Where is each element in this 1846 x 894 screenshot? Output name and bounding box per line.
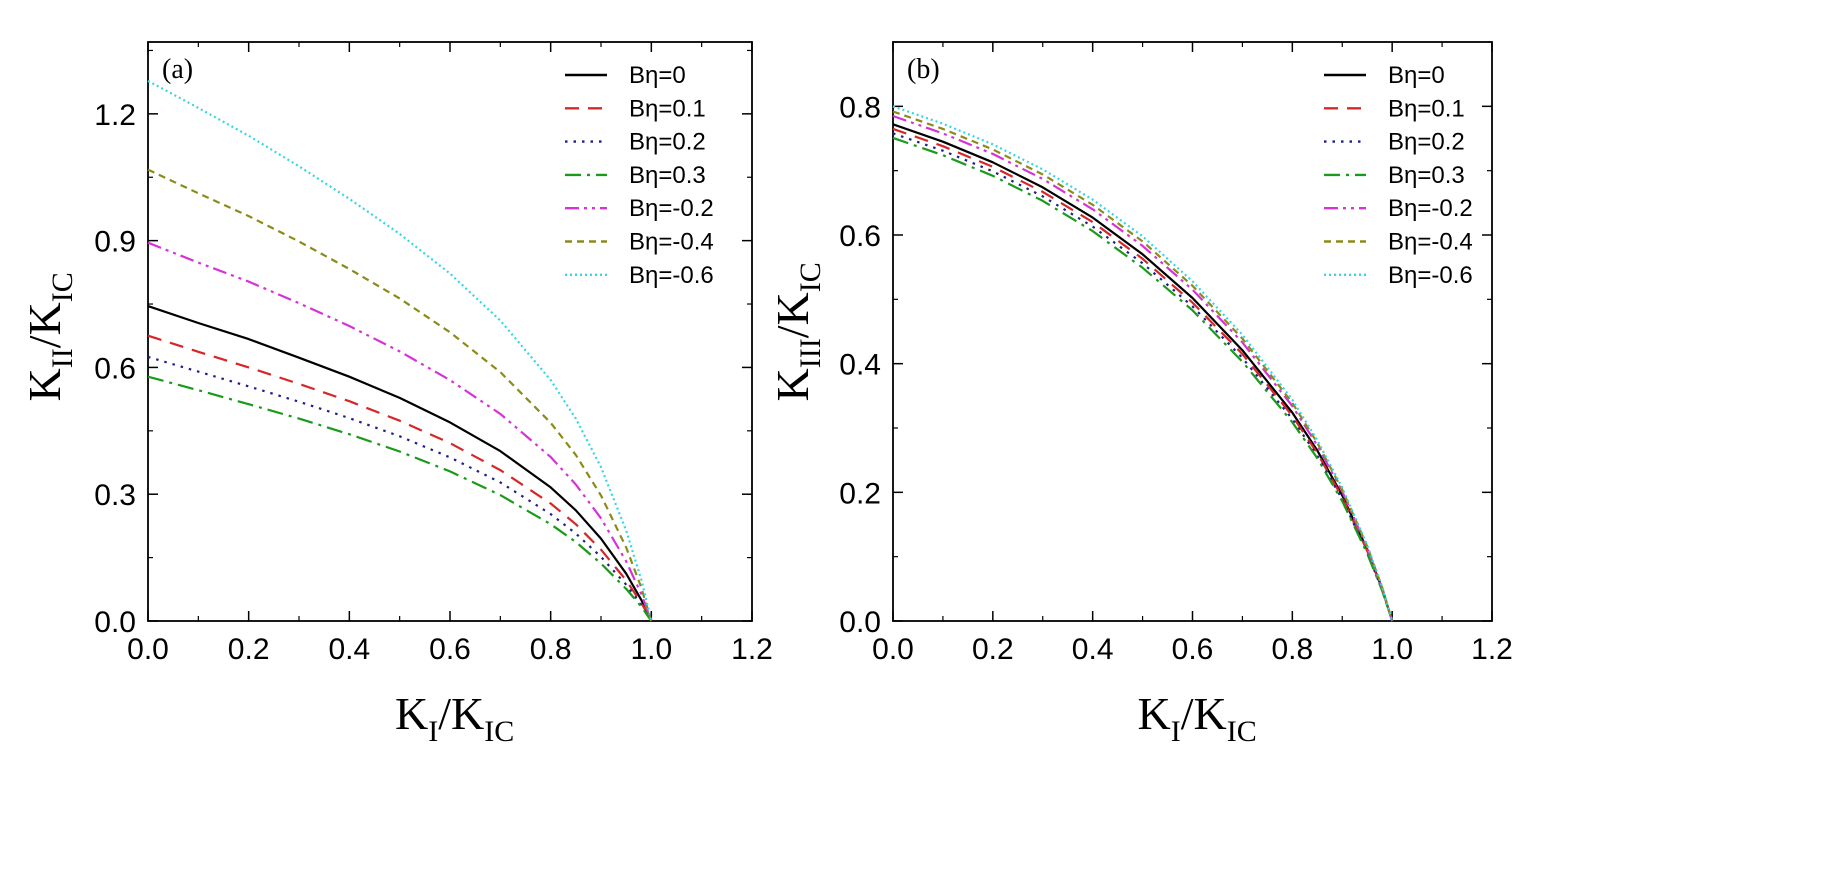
- y-tick-label: 0.8: [839, 91, 881, 124]
- series-line: [147, 305, 653, 622]
- y-axis-label-main: K: [19, 368, 70, 401]
- series-line: [147, 241, 653, 622]
- series-line: [147, 355, 653, 622]
- legend-label: Bη=0: [629, 62, 686, 89]
- y-axis-label-sub: III: [794, 338, 827, 368]
- x-tick-label: 0.0: [127, 633, 169, 666]
- x-tick-label: 0.8: [530, 633, 572, 666]
- x-axis-label-sep: /K: [1181, 688, 1227, 739]
- x-tick-label: 1.0: [1371, 633, 1413, 666]
- y-axis-label-sub2: IC: [794, 262, 827, 292]
- legend-label: Bη=0.1: [1388, 95, 1465, 122]
- x-tick-label: 0.4: [328, 633, 370, 666]
- y-tick-label: 0.2: [839, 477, 881, 510]
- y-axis-label-sep: /K: [19, 302, 70, 348]
- y-axis-label-main: K: [767, 368, 818, 401]
- x-axis-label-sub: I: [1171, 715, 1181, 748]
- y-tick-label: 0.3: [94, 479, 136, 512]
- x-tick-label: 1.2: [731, 633, 773, 666]
- series-line: [892, 123, 1394, 622]
- series-line: [892, 114, 1394, 622]
- series-line: [892, 127, 1394, 622]
- x-tick-label: 1.0: [630, 633, 672, 666]
- legend-label: Bη=-0.2: [629, 195, 714, 222]
- y-tick-label: 0.6: [94, 352, 136, 385]
- x-tick-label: 0.8: [1271, 633, 1313, 666]
- legend-label: Bη=-0.6: [1388, 262, 1473, 289]
- legend-label: Bη=-0.2: [1388, 195, 1473, 222]
- legend-label: Bη=0.3: [629, 162, 706, 189]
- series-line: [892, 110, 1394, 622]
- panel-a: 0.0 0.2 0.4 0.6 0.8 1.0 1.2 0.0 0.3 0.6 0.9 1.2 Bη=0…: [19, 41, 773, 748]
- x-tick-label: 1.2: [1471, 633, 1513, 666]
- x-axis-label: KI/KIC: [1138, 688, 1257, 748]
- x-axis-label: KI/KIC: [395, 688, 514, 748]
- x-tick-label: 0.4: [1072, 633, 1114, 666]
- legend-label: Bη=0.2: [1388, 129, 1465, 156]
- legend-label: Bη=0.3: [1388, 162, 1465, 189]
- legend-label: Bη=-0.6: [629, 262, 714, 289]
- y-axis-label-sub2: IC: [46, 272, 79, 302]
- panel-label: (a): [162, 54, 193, 85]
- series-line: [147, 375, 653, 622]
- x-axis-label-main: K: [395, 688, 428, 739]
- y-axis-label: KIII/KIC: [767, 262, 827, 401]
- x-axis-label-sub: I: [428, 715, 438, 748]
- y-axis-label-sep: /K: [767, 292, 818, 338]
- panel-label: (b): [907, 54, 940, 85]
- x-tick-label: 0.6: [429, 633, 471, 666]
- series-line: [892, 136, 1394, 622]
- y-tick-label: 0.0: [839, 606, 881, 639]
- y-tick-label: 1.2: [94, 99, 136, 132]
- y-axis-label: KII/KIC: [19, 272, 79, 401]
- x-axis-label-sub2: IC: [484, 715, 514, 748]
- x-tick-label: 0.0: [872, 633, 914, 666]
- legend-label: Bη=-0.4: [1388, 229, 1473, 256]
- x-axis-label-sep: /K: [438, 688, 484, 739]
- legend-label: Bη=0.2: [629, 129, 706, 156]
- legend-label: Bη=0: [1388, 62, 1445, 89]
- x-axis-label-sub2: IC: [1227, 715, 1257, 748]
- legend-label: Bη=-0.4: [629, 229, 714, 256]
- panel-b: 0.0 0.2 0.4 0.6 0.8 1.0 1.2 0.0 0.2 0.4 0.6 0.8 Bη=0…: [767, 41, 1513, 748]
- legend-label: Bη=0.1: [629, 95, 706, 122]
- x-tick-label: 0.2: [972, 633, 1014, 666]
- series-line: [147, 334, 653, 622]
- y-tick-label: 0.6: [839, 220, 881, 253]
- series-line: [892, 132, 1394, 622]
- x-tick-label: 0.2: [228, 633, 270, 666]
- y-tick-label: 0.9: [94, 226, 136, 259]
- y-axis-label-sub: II: [46, 348, 79, 368]
- y-tick-label: 0.4: [839, 349, 881, 382]
- series-line: [892, 105, 1394, 622]
- x-axis-label-main: K: [1138, 688, 1171, 739]
- series-line: [147, 168, 653, 622]
- x-tick-label: 0.6: [1172, 633, 1214, 666]
- y-tick-label: 0.0: [94, 606, 136, 639]
